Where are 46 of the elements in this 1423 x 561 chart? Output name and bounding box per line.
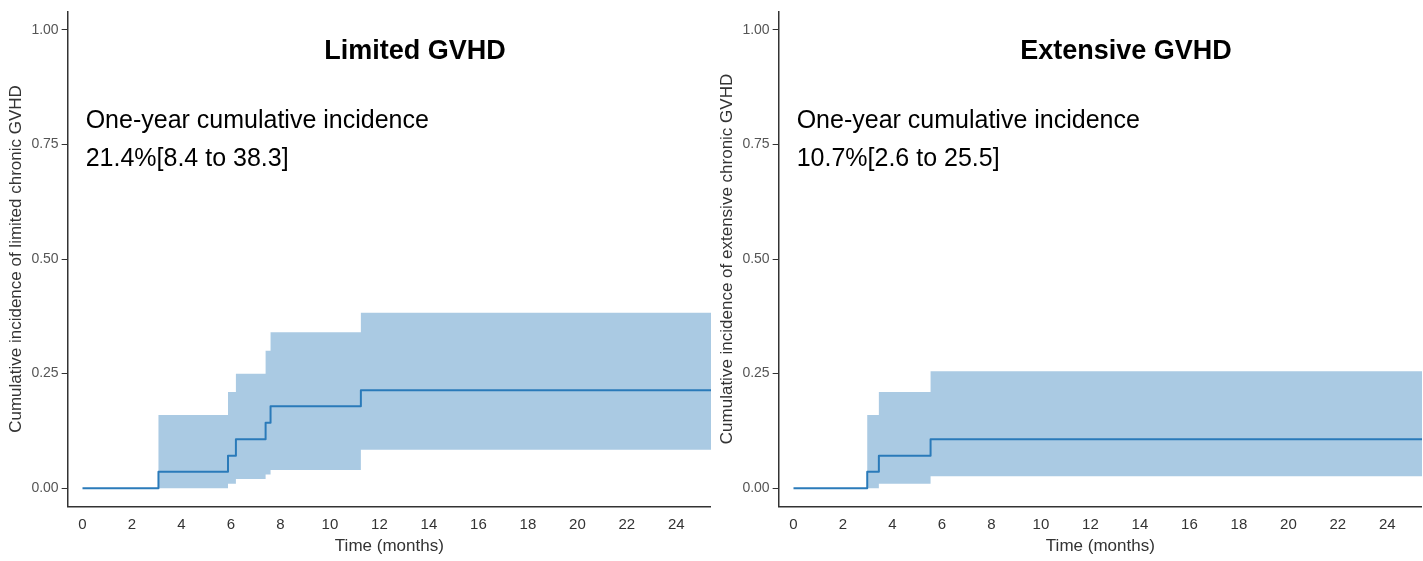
y-tick-label: 0.00: [742, 479, 770, 496]
x-tick-label: 2: [127, 514, 137, 532]
annotation: One-year cumulative incidence: [85, 105, 429, 134]
x-tick-label: 4: [888, 514, 897, 532]
annotation: 10.7%[2.6 to 25.5]: [796, 143, 1000, 172]
y-tick-label: 0.25: [31, 364, 59, 381]
x-tick-label: 14: [420, 514, 438, 532]
annotation: One-year cumulative incidence: [796, 105, 1140, 134]
x-tick-label: 14: [1131, 514, 1149, 532]
text: Limited GVHD: [324, 34, 506, 65]
x-tick-label: 10: [1032, 514, 1050, 532]
x-tick-label: 12: [1082, 514, 1099, 532]
x-tick-label: 0: [78, 514, 87, 532]
y-tick-label: 1.00: [31, 20, 59, 37]
x-tick-label: 2: [838, 514, 848, 532]
x-tick-label: 20: [569, 514, 586, 532]
x-tick-label: 24: [1379, 514, 1396, 532]
y-tick-label: 0.25: [742, 364, 770, 381]
text: Extensive GVHD: [1020, 34, 1232, 65]
x-tick-label: 12: [371, 514, 388, 532]
x-tick-label: 0: [789, 514, 798, 532]
x-tick-label: 18: [519, 514, 537, 532]
x-tick-label: 22: [1329, 514, 1347, 532]
x-tick-label: 6: [937, 514, 947, 532]
x-tick-label: 22: [618, 514, 636, 532]
y-tick-label: 1.00: [742, 20, 770, 37]
x-axis-title: Time (months): [334, 536, 444, 556]
x-tick-label: 6: [226, 514, 236, 532]
x-tick-label: 8: [987, 514, 996, 532]
x-axis-title: Time (months): [1045, 536, 1155, 556]
y-tick-label: 0.50: [742, 249, 770, 266]
y-axis-title: Cumulative incidence of extensive chronic GVHD: [716, 73, 736, 445]
x-tick-label: 10: [321, 514, 339, 532]
y-tick-label: 0.75: [31, 135, 59, 152]
x-tick-label: 16: [470, 514, 487, 532]
x-tick-label: 8: [276, 514, 285, 532]
x-tick-label: 4: [177, 514, 186, 532]
y-tick-label: 0.75: [742, 135, 770, 152]
y-tick-label: 0.00: [31, 479, 59, 496]
x-tick-label: 24: [668, 514, 685, 532]
annotation: 21.4%[8.4 to 38.3]: [85, 143, 289, 172]
x-tick-label: 18: [1230, 514, 1248, 532]
y-axis-title: Cumulative incidence of limited chronic GVHD: [5, 85, 25, 433]
y-tick-label: 0.50: [31, 249, 59, 266]
x-tick-label: 20: [1280, 514, 1297, 532]
x-tick-label: 16: [1181, 514, 1198, 532]
